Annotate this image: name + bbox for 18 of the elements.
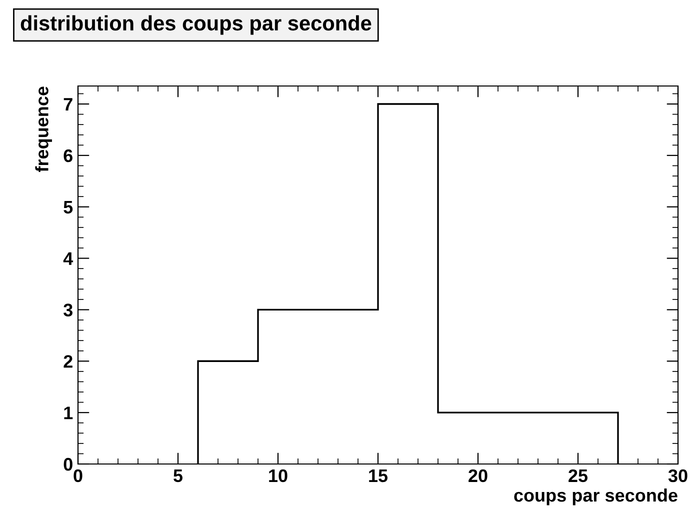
chart-title: distribution des coups par seconde bbox=[20, 15, 372, 35]
x-tick-label: 0 bbox=[74, 469, 82, 482]
y-tick-label: 7 bbox=[64, 98, 72, 111]
y-tick-label: 1 bbox=[64, 406, 73, 420]
x-axis-title: coups par seconde bbox=[514, 488, 678, 506]
y-tick-label: 4 bbox=[63, 252, 74, 265]
x-tick-label: 10 bbox=[269, 469, 288, 482]
x-tick-label: 15 bbox=[369, 470, 388, 482]
x-tick-label: 30 bbox=[668, 469, 688, 482]
y-axis-title: frequence bbox=[35, 86, 52, 172]
x-tick-label: 25 bbox=[568, 469, 588, 482]
y-tick-label: 0 bbox=[64, 458, 72, 471]
y-tick-label: 2 bbox=[64, 355, 72, 368]
x-tick-label: 5 bbox=[174, 470, 183, 482]
y-tick-label: 5 bbox=[64, 200, 73, 214]
y-tick-label: 6 bbox=[64, 149, 72, 162]
x-tick-label: 20 bbox=[468, 469, 488, 482]
y-tick-label: 3 bbox=[64, 304, 72, 316]
